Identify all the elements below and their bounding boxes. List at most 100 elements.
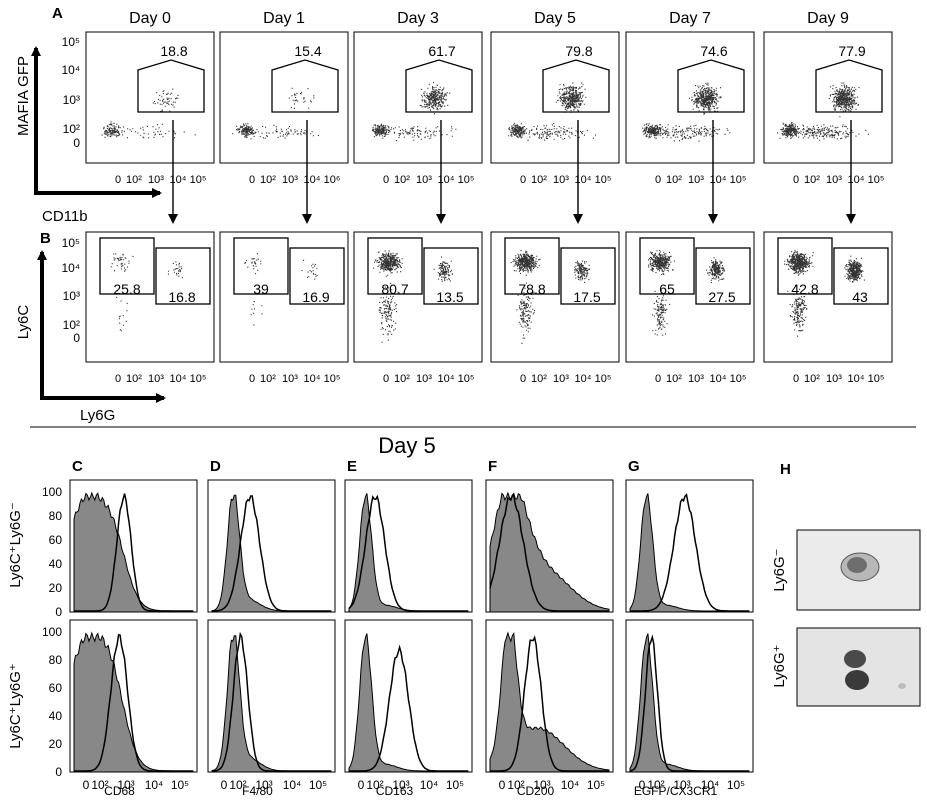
panel-b-plot-day-3: 78.8 17.5 0 10² 10³ 10⁴ 10⁵ <box>490 231 620 385</box>
x-tick: 10³ <box>688 174 704 186</box>
day-label: Day 5 <box>534 10 576 27</box>
hist-x-tick: 10⁴ <box>283 778 302 792</box>
micrograph-ly6g-neg <box>796 529 921 611</box>
panel-b-y-tick: 10⁵ <box>62 236 80 250</box>
x-tick: 0 <box>115 174 121 186</box>
hist-x-tick: 0 <box>83 778 90 792</box>
hist-x-tick: 10³ <box>117 778 134 792</box>
x-tick: 0 <box>115 373 121 385</box>
day-label: Day 9 <box>807 10 849 27</box>
gate-left-percentage: 39 <box>253 281 269 297</box>
x-tick: 10⁴ <box>304 373 321 385</box>
hist-x-tick: 10² <box>647 778 664 792</box>
marker-histogram <box>74 633 193 772</box>
panel-b-letter: B <box>40 230 51 247</box>
panel-a-plot-day-3: Day 5 79.8 0 10² 10³ 10⁴ 10⁵ <box>490 10 620 224</box>
x-tick: 10³ <box>148 174 164 186</box>
marker-label-C: CD68 <box>104 784 135 798</box>
panel-a-y-tick: 0 <box>73 136 80 150</box>
hist-y-tick: 100 <box>42 625 62 639</box>
x-tick: 0 <box>383 373 389 385</box>
plot-frame <box>85 31 215 164</box>
day-label: Day 1 <box>263 10 305 27</box>
hist-y-tick: 40 <box>49 709 63 723</box>
x-tick: 10⁵ <box>324 373 341 385</box>
hist-x-tick: 10³ <box>255 778 272 792</box>
x-tick: 0 <box>249 174 255 186</box>
hist-x-tick: 0 <box>221 778 228 792</box>
x-tick: 0 <box>793 174 799 186</box>
panel-b-y-tick: 0 <box>73 331 80 345</box>
gate-polygon <box>815 59 883 113</box>
plot-frame <box>219 31 349 164</box>
marker-label-E: CD163 <box>376 784 414 798</box>
hist-y-tick: 0 <box>55 605 62 619</box>
hist-x-tick: 10⁴ <box>701 778 720 792</box>
x-tick: 10² <box>531 174 547 186</box>
event-dots <box>373 126 457 142</box>
x-tick: 10³ <box>826 174 842 186</box>
event-dots <box>111 123 196 139</box>
event-dots <box>574 260 590 283</box>
gate-left-percentage: 65 <box>659 281 675 297</box>
gate-right-percentage: 16.8 <box>168 289 195 305</box>
hist-x-tick: 10⁵ <box>309 778 327 792</box>
x-tick: 10² <box>531 373 547 385</box>
gate-right-percentage: 17.5 <box>573 289 600 305</box>
x-tick: 10⁴ <box>710 174 727 186</box>
histogram-F-row-1: 0 10² 10³ 10⁴ 10⁵ <box>485 619 614 792</box>
hist-x-tick: 10² <box>91 778 108 792</box>
plot-frame <box>85 231 215 363</box>
histogram-row-label-pos: Ly6C⁺Ly6G⁺ <box>7 663 24 749</box>
event-dots <box>779 122 800 139</box>
histogram-row-label-neg: Ly6C⁺Ly6G⁻ <box>7 502 24 588</box>
histogram-D-row-0 <box>207 479 336 613</box>
gate-right <box>155 247 211 305</box>
x-tick: 10³ <box>553 174 569 186</box>
event-dots <box>777 122 869 141</box>
histogram-F-row-0 <box>485 479 614 613</box>
panel-b-y-axis-label: Ly6C <box>15 305 32 340</box>
gate-percentage: 74.6 <box>700 43 727 59</box>
event-dots <box>844 255 865 283</box>
hist-x-tick: 10² <box>366 778 383 792</box>
panel-a-letter: A <box>52 5 63 22</box>
panel-b-y-tick: 10⁴ <box>61 261 80 275</box>
x-tick: 10³ <box>282 373 298 385</box>
x-tick: 10³ <box>416 373 432 385</box>
hist-y-tick: 60 <box>49 533 63 547</box>
hist-x-tick: 10³ <box>392 778 409 792</box>
gate-right <box>423 247 479 305</box>
gate-right <box>695 247 751 305</box>
hist-x-tick: 10⁵ <box>587 778 605 792</box>
panel-h-label-neg: Ly6G⁻ <box>771 548 788 591</box>
x-tick: 10⁴ <box>575 373 592 385</box>
marker-histogram <box>211 495 331 612</box>
gate-right <box>289 247 345 305</box>
x-tick: 10⁵ <box>458 373 475 385</box>
event-dots <box>167 261 183 279</box>
plot-frame <box>625 31 755 164</box>
x-tick: 10² <box>394 174 410 186</box>
x-tick: 10⁴ <box>848 174 865 186</box>
x-tick: 10⁴ <box>575 174 592 186</box>
x-tick: 0 <box>520 174 526 186</box>
gate-left-percentage: 42.8 <box>791 281 818 297</box>
x-tick: 10³ <box>148 373 164 385</box>
hist-x-tick: 10³ <box>673 778 690 792</box>
histogram-E-row-1: 0 10² 10³ 10⁴ 10⁵ <box>344 619 473 792</box>
gate-right-percentage: 13.5 <box>436 289 463 305</box>
marker-histogram <box>629 634 749 772</box>
x-tick: 0 <box>793 373 799 385</box>
gate-right-percentage: 43 <box>852 289 868 305</box>
x-tick: 10² <box>126 174 142 186</box>
histogram-E-row-0 <box>344 479 473 613</box>
plot-frame <box>763 31 893 164</box>
gate-left-percentage: 78.8 <box>518 281 545 297</box>
x-tick: 10⁵ <box>595 373 612 385</box>
x-tick: 10⁴ <box>710 373 727 385</box>
gate-percentage: 15.4 <box>294 43 321 59</box>
marker-histogram <box>211 631 331 772</box>
histogram-G-row-1: 0 10² 10³ 10⁴ 10⁵ <box>625 619 754 792</box>
marker-label-F: CD200 <box>517 784 555 798</box>
